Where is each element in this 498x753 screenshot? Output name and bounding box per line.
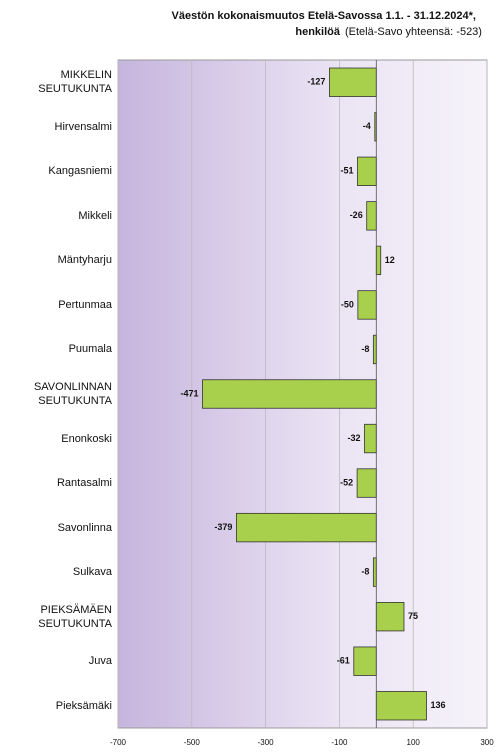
value-label: -51 — [340, 166, 353, 176]
bar — [357, 290, 377, 320]
bar — [372, 557, 377, 587]
value-label: -127 — [307, 77, 325, 87]
bar — [364, 423, 377, 454]
x-tick-label: -100 — [331, 738, 348, 747]
chart-title: Väestön kokonaismuutos Etelä-Savossa 1.1… — [172, 10, 476, 22]
y-tick-label: Puumala — [68, 343, 112, 356]
value-label: -61 — [337, 656, 350, 666]
bar — [375, 602, 405, 632]
value-label: -50 — [341, 299, 354, 309]
y-tick-label: Rantasalmi — [56, 477, 112, 490]
x-tick-label: -700 — [110, 738, 127, 747]
value-label: -8 — [361, 344, 369, 354]
bar — [375, 245, 382, 276]
y-tick-label: Mäntyharju — [57, 254, 112, 267]
bar — [236, 512, 377, 543]
x-tick-label: -500 — [184, 738, 201, 747]
x-tick-label: 100 — [407, 738, 421, 747]
y-tick-label: SAVONLINNAN SEUTUKUNTA — [33, 381, 112, 407]
bar — [357, 156, 377, 186]
x-tick-label: 300 — [480, 738, 494, 747]
chart-title-line2: henkilöä — [295, 26, 341, 38]
y-tick-label: MIKKELIN SEUTUKUNTA — [38, 69, 112, 96]
y-tick-label: Sulkava — [72, 566, 112, 579]
bar — [372, 334, 377, 365]
value-label: -52 — [340, 477, 353, 487]
y-tick-label: Hirvensalmi — [54, 120, 112, 133]
bar — [375, 691, 427, 721]
bar — [202, 379, 377, 409]
value-label: 136 — [430, 700, 445, 710]
value-label: -32 — [347, 433, 360, 443]
y-tick-label: Juva — [88, 655, 112, 668]
y-tick-label: PIEKSÄMÄEN SEUTUKUNTA — [38, 603, 112, 630]
value-label: 12 — [385, 255, 395, 265]
bar — [329, 67, 377, 97]
value-label: -379 — [214, 522, 232, 532]
value-label: -471 — [180, 388, 198, 398]
value-label: 75 — [408, 611, 418, 621]
y-tick-label: Pieksämäki — [55, 699, 112, 712]
y-tick-label: Kangasniemi — [48, 165, 112, 178]
value-label: -26 — [350, 210, 363, 220]
value-label: -8 — [361, 567, 369, 577]
bar — [356, 468, 377, 498]
y-tick-label: Savonlinna — [57, 521, 112, 534]
bar — [366, 201, 377, 231]
x-tick-label: -300 — [258, 738, 275, 747]
bar — [353, 646, 377, 676]
y-tick-label: Enonkoski — [61, 432, 112, 445]
y-tick-label: Pertunmaa — [58, 298, 112, 311]
chart-subtitle: (Etelä-Savo yhteensä: -523) — [345, 26, 482, 38]
y-tick-label: Mikkeli — [78, 209, 112, 222]
value-label: -4 — [363, 121, 371, 131]
